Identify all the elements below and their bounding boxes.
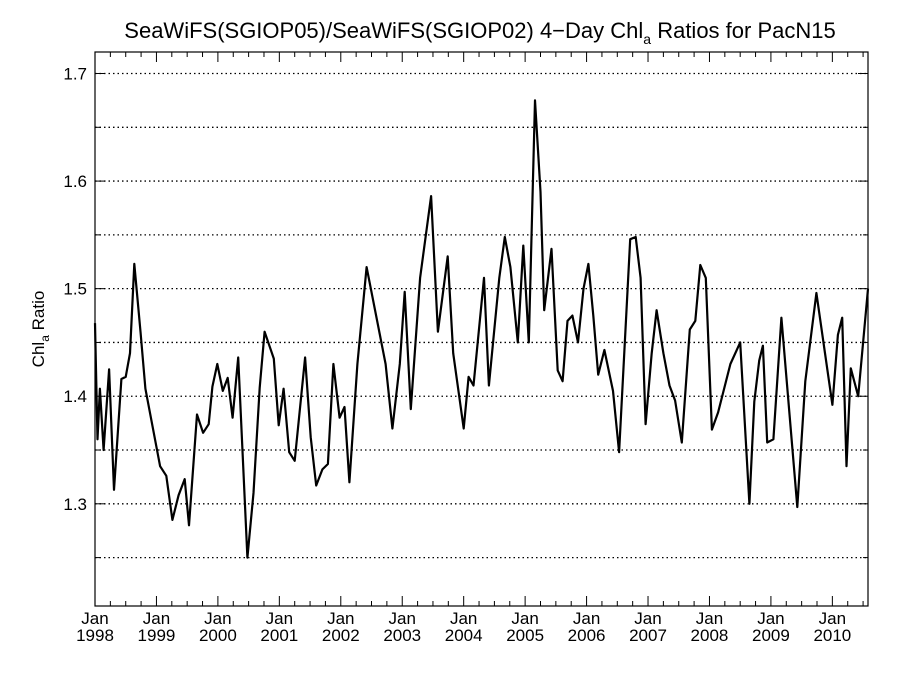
series-line-0 (93, 99, 870, 559)
x-axis: Jan1998Jan1999Jan2000Jan2001Jan2002Jan20… (76, 52, 864, 645)
x-tick-month-5: Jan (389, 609, 416, 628)
chart-title-prefix: SeaWiFS(SGIOP05)/SeaWiFS(SGIOP02) 4−Day … (124, 18, 643, 43)
y-tick-label-2: 1.5 (63, 280, 87, 299)
x-tick-year-7: 2005 (506, 626, 544, 645)
y-axis-label-prefix: Chl (29, 342, 48, 368)
x-tick-year-9: 2007 (629, 626, 667, 645)
x-tick-month-1: Jan (143, 609, 170, 628)
x-tick-year-11: 2009 (752, 626, 790, 645)
series-layer (93, 99, 870, 559)
chart-title: SeaWiFS(SGIOP05)/SeaWiFS(SGIOP02) 4−Day … (124, 18, 835, 47)
y-axis-label-subscript: a (38, 335, 52, 342)
x-tick-year-3: 2001 (260, 626, 298, 645)
x-tick-year-4: 2002 (322, 626, 360, 645)
x-tick-month-2: Jan (204, 609, 231, 628)
x-tick-month-11: Jan (757, 609, 784, 628)
y-tick-label-4: 1.7 (63, 65, 87, 84)
x-tick-month-12: Jan (819, 609, 846, 628)
x-tick-year-6: 2004 (445, 626, 483, 645)
x-tick-year-2: 2000 (199, 626, 237, 645)
chart-title-suffix: Ratios for PacN15 (651, 18, 836, 43)
x-tick-month-6: Jan (450, 609, 477, 628)
y-axis: 1.3 1.4 1.5 1.6 1.7 (63, 65, 868, 559)
x-tick-year-12: 2010 (813, 626, 851, 645)
y-tick-label-1: 1.4 (63, 387, 87, 406)
x-tick-month-9: Jan (634, 609, 661, 628)
x-tick-year-0: 1998 (76, 626, 114, 645)
x-tick-month-4: Jan (327, 609, 354, 628)
x-tick-year-10: 2008 (691, 626, 729, 645)
x-tick-month-8: Jan (573, 609, 600, 628)
chart-title-subscript: a (643, 31, 651, 47)
x-tick-month-3: Jan (266, 609, 293, 628)
x-tick-month-7: Jan (511, 609, 538, 628)
y-axis-label: Chla Ratio (29, 291, 52, 368)
y-tick-label-3: 1.6 (63, 172, 87, 191)
plot-frame (94, 51, 869, 607)
x-tick-year-8: 2006 (568, 626, 606, 645)
x-tick-month-0: Jan (81, 609, 108, 628)
x-tick-month-10: Jan (696, 609, 723, 628)
x-tick-year-1: 1999 (138, 626, 176, 645)
y-axis-label-suffix: Ratio (29, 291, 48, 335)
y-tick-label-0: 1.3 (63, 495, 87, 514)
grid-lines (95, 72, 868, 559)
x-tick-year-5: 2003 (383, 626, 421, 645)
